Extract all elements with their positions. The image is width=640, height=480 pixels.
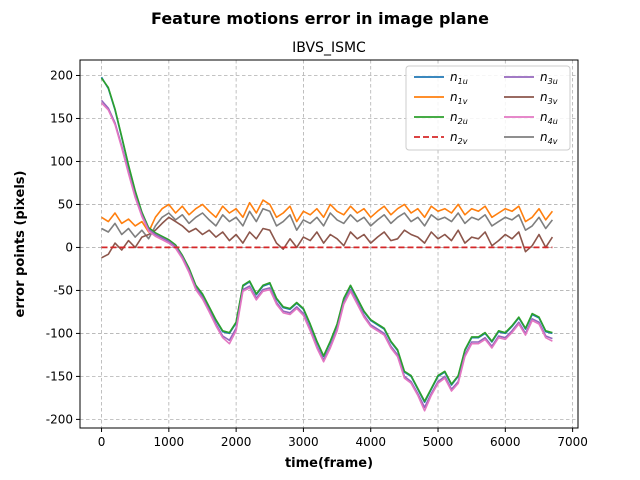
x-tick-label: 0 <box>98 435 106 449</box>
y-tick-label: 200 <box>50 68 73 82</box>
x-tick-label: 3000 <box>288 435 319 449</box>
series-line-n4v <box>101 207 554 240</box>
y-tick-label: 50 <box>58 197 73 211</box>
y-tick-label: 100 <box>50 154 73 168</box>
series-line-n1v <box>101 199 554 233</box>
legend-label-n3v: n3v <box>540 90 558 106</box>
series-line-n3v <box>101 216 554 259</box>
y-tick-label: 0 <box>65 240 73 254</box>
x-axis-label: time(frame) <box>285 456 373 471</box>
legend-box <box>405 65 571 151</box>
x-tick-label: 7000 <box>557 435 588 449</box>
x-tick-label: 5000 <box>423 435 454 449</box>
y-tick-label: -50 <box>53 283 73 297</box>
y-axis-ticks: -200 -150 -100 -50 0 50 100 150 200 <box>46 68 80 426</box>
x-tick-label: 4000 <box>355 435 386 449</box>
y-tick-label: -200 <box>46 412 73 426</box>
y-tick-label: -150 <box>46 369 73 383</box>
legend-label-n1u: n1u <box>450 70 468 86</box>
series-line-n4u <box>100 102 553 412</box>
y-tick-label: -100 <box>46 326 73 340</box>
x-tick-label: 6000 <box>490 435 521 449</box>
legend: n1u n1v n2u n2v n3u n3v n4u n4v <box>405 65 571 151</box>
chart-suptitle: Feature motions error in image plane <box>151 9 489 28</box>
legend-label-n1v: n1v <box>450 90 468 106</box>
legend-label-n4u: n4u <box>540 110 558 126</box>
plot-lines <box>100 76 554 412</box>
legend-label-n3u: n3u <box>540 70 558 86</box>
legend-label-n4v: n4v <box>540 130 558 146</box>
x-tick-label: 1000 <box>154 435 185 449</box>
legend-label-n2v: n2v <box>450 130 468 146</box>
plot-area-frame <box>79 59 579 429</box>
y-axis-label: error points (pixels) <box>13 171 28 318</box>
y-tick-label: 150 <box>50 111 73 125</box>
chart-title: IBVS_ISMC <box>292 40 366 56</box>
legend-label-n2u: n2u <box>450 110 468 126</box>
x-tick-label: 2000 <box>221 435 252 449</box>
x-axis-ticks: 0 1000 2000 3000 4000 5000 6000 7000 <box>98 428 588 449</box>
